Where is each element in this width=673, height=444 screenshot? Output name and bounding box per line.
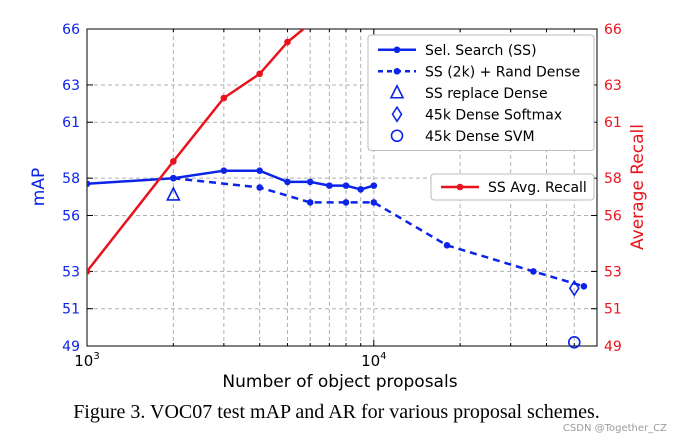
legend-label-sel-search-ss: Sel. Search (SS) bbox=[425, 43, 537, 59]
figure-caption: Figure 3. VOC07 test mAP and AR for vari… bbox=[73, 401, 600, 423]
legend-label-45k-dense-softmax: 45k Dense Softmax bbox=[425, 107, 562, 123]
y-left-tick-label: 53 bbox=[62, 264, 80, 280]
y-right-tick-label: 63 bbox=[604, 78, 622, 94]
data-point-45k-dense-svm bbox=[567, 335, 581, 349]
data-point-ss-2k-rand-dense bbox=[443, 242, 451, 249]
data-point-sel-search-ss bbox=[220, 167, 228, 175]
data-point-ss-avg-recall bbox=[170, 158, 177, 165]
plot-frame bbox=[86, 28, 598, 347]
y-axis-right-label: Average Recall bbox=[628, 124, 648, 250]
data-point-ss-avg-recall bbox=[87, 268, 91, 275]
marker-layer bbox=[166, 186, 581, 349]
data-point-ss-2k-rand-dense bbox=[256, 184, 263, 191]
data-point-ss-2k-rand-dense bbox=[342, 199, 350, 206]
y-left-tick-label: 58 bbox=[62, 171, 80, 187]
y-left-tick-label: 49 bbox=[62, 339, 80, 355]
data-point-sel-search-ss bbox=[357, 186, 364, 193]
data-point-sel-search-ss bbox=[370, 182, 378, 189]
data-point-sel-search-ss bbox=[306, 178, 314, 186]
data-point-ss-2k-rand-dense bbox=[306, 199, 314, 206]
data-point-ss-avg-recall bbox=[307, 20, 314, 27]
x-tick-label: 104 bbox=[361, 351, 386, 370]
legend-marker-ss-2k-rand-dense bbox=[393, 67, 401, 75]
legend-marker-45k-dense-svm bbox=[390, 129, 404, 143]
legend-label-ss-2k-rand-dense: SS (2k) + Rand Dense bbox=[425, 64, 580, 80]
data-point-ss-avg-recall bbox=[256, 70, 263, 78]
data-point-sel-search-ss bbox=[87, 180, 91, 188]
y-axis-left-label: mAP bbox=[29, 168, 49, 206]
series-line-ss-avg-recall bbox=[87, 29, 306, 273]
legend-middle-right: SS Avg. Recall bbox=[430, 173, 595, 201]
x-axis-label: Number of object proposals bbox=[222, 372, 457, 392]
series-line-sel-search-ss bbox=[87, 169, 375, 191]
legend-marker-ss-avg-recall bbox=[456, 183, 464, 191]
watermark: CSDN @Together_CZ bbox=[562, 423, 667, 434]
legend-marker-sel-search-ss bbox=[393, 46, 401, 54]
data-point-ss-avg-recall bbox=[284, 38, 291, 46]
data-point-sel-search-ss bbox=[284, 178, 291, 186]
data-point-sel-search-ss bbox=[326, 182, 333, 189]
y-left-tick-label: 66 bbox=[62, 22, 80, 38]
legend-marker-45k-dense-softmax bbox=[391, 105, 403, 123]
data-point-ss-2k-rand-dense bbox=[170, 174, 177, 182]
legend-marker-ss-replace-dense bbox=[389, 83, 405, 99]
x-tick-label: 103 bbox=[74, 351, 99, 370]
data-point-sel-search-ss bbox=[256, 167, 263, 175]
y-right-tick-label: 58 bbox=[604, 171, 622, 187]
data-point-ss-2k-rand-dense bbox=[580, 283, 588, 290]
legend-label-ss-replace-dense: SS replace Dense bbox=[425, 86, 548, 102]
legend-top-right: Sel. Search (SS) SS (2k) + Rand Dense SS r… bbox=[367, 34, 595, 151]
series-layer bbox=[87, 20, 588, 290]
y-right-tick-label: 49 bbox=[604, 339, 622, 355]
data-point-45k-dense-softmax bbox=[568, 279, 580, 297]
series-line-ss-2k-rand-dense bbox=[173, 176, 585, 288]
data-point-sel-search-ss bbox=[342, 182, 350, 189]
legend-label-45k-dense-svm: 45k Dense SVM bbox=[425, 129, 535, 145]
legend-label-ss-avg-recall: SS Avg. Recall bbox=[488, 180, 587, 196]
y-left-tick-label: 63 bbox=[62, 78, 80, 94]
axis-ticks: 103 104 49 49 51 51 53 53 56 56 58 58 61 61 63 63 66 66 bbox=[62, 22, 622, 370]
chart: 103 104 49 49 51 51 53 53 56 56 58 58 61 61 63 63 66 66 S… bbox=[29, 20, 648, 392]
y-right-tick-label: 66 bbox=[604, 22, 622, 38]
y-right-tick-label: 56 bbox=[604, 208, 622, 224]
data-point-ss-2k-rand-dense bbox=[370, 199, 378, 206]
legend-frame bbox=[367, 34, 595, 151]
y-right-tick-label: 51 bbox=[604, 302, 622, 318]
y-right-tick-label: 61 bbox=[604, 115, 622, 131]
data-point-ss-replace-dense bbox=[166, 186, 181, 201]
legends: Sel. Search (SS) SS (2k) + Rand Dense SS r… bbox=[367, 34, 595, 201]
y-left-tick-label: 51 bbox=[62, 302, 80, 318]
y-left-tick-label: 56 bbox=[62, 208, 80, 224]
y-left-tick-label: 61 bbox=[62, 115, 80, 131]
legend-frame bbox=[430, 173, 595, 201]
data-point-ss-avg-recall bbox=[220, 94, 228, 102]
data-point-ss-2k-rand-dense bbox=[530, 268, 537, 275]
y-right-tick-label: 53 bbox=[604, 264, 622, 280]
